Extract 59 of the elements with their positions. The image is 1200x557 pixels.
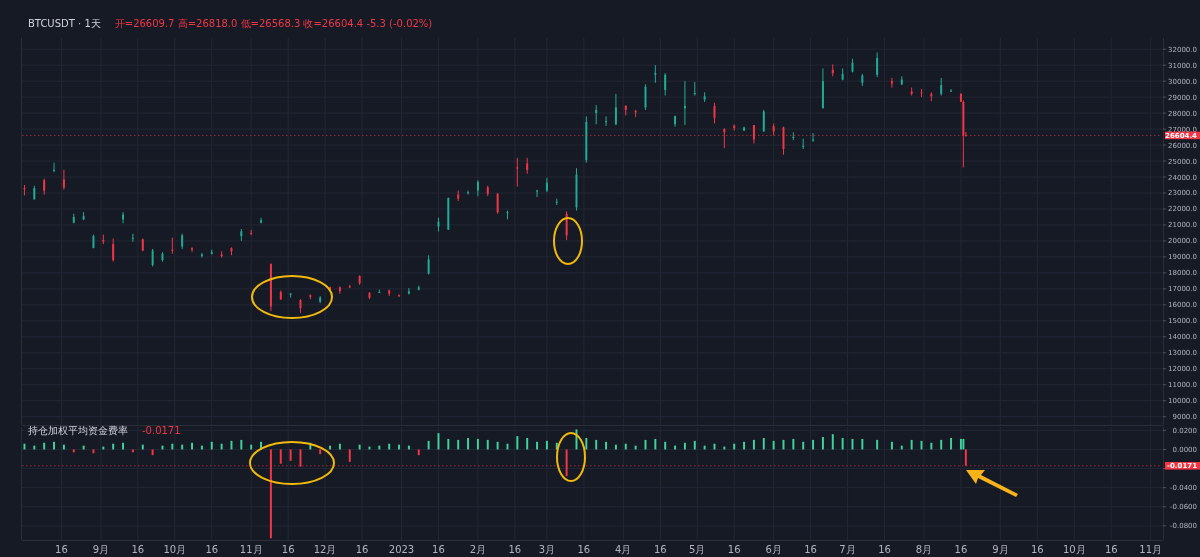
x-tick-label: 16 <box>131 544 145 555</box>
candlestick <box>614 93 617 126</box>
candlestick <box>802 138 805 150</box>
x-tick-label: 10月 <box>163 544 187 555</box>
x-tick-label: 7月 <box>839 544 856 555</box>
candlestick <box>752 124 755 144</box>
x-tick-label: 16 <box>281 544 295 555</box>
candlestick <box>644 83 647 111</box>
x-tick-label: 6月 <box>765 544 782 555</box>
candlestick <box>62 169 65 191</box>
x-tick-label: 16 <box>954 544 968 555</box>
candlestick <box>876 51 879 78</box>
x-tick-label: 10月 <box>1062 544 1086 555</box>
candlestick <box>812 132 815 143</box>
x-tick-label: 2月 <box>469 544 487 555</box>
candlestick <box>112 238 115 263</box>
candlestick <box>467 190 470 196</box>
x-tick-label: 3月 <box>538 544 556 555</box>
candlestick <box>516 157 519 188</box>
candlestick <box>131 233 134 243</box>
text: 开=26609.7 高=26818.0 低=26568.3 收=26604.4 -5.3 (-0.02%) <box>114 18 433 29</box>
candlestick <box>890 77 893 89</box>
candlestick <box>605 115 608 127</box>
candlestick <box>496 192 499 215</box>
x-tick-label: 16 <box>508 544 522 555</box>
x-tick-label: 16 <box>1104 544 1118 555</box>
x-tick-label: 2023 <box>388 544 415 555</box>
candlestick <box>723 127 726 149</box>
chart-title: 持仓加权平均资金费率 <box>28 425 128 436</box>
x-tick-label: 16 <box>878 544 891 555</box>
candlestick <box>664 72 667 97</box>
x-tick-label: 16 <box>432 544 445 555</box>
x-tick-label: 11月 <box>239 544 263 555</box>
x-tick-label: 16 <box>653 544 667 555</box>
candlestick <box>171 237 174 255</box>
candlestick <box>338 285 341 295</box>
candlestick <box>53 162 56 173</box>
candlestick <box>595 104 598 125</box>
x-tick-label: 11月 <box>1139 544 1163 555</box>
x-tick-label: 16 <box>804 544 817 555</box>
annotation: -0.0171 <box>142 425 181 436</box>
x-tick-label: 16 <box>55 544 68 555</box>
x-tick-label: 16 <box>205 544 219 555</box>
x-tick-label: 12月 <box>313 544 337 555</box>
x-tick-label: 5月 <box>689 544 706 555</box>
x-tick-label: 9月 <box>992 544 1009 555</box>
chart-title: BTCUSDT · 1天 <box>28 18 101 29</box>
candlestick <box>693 81 696 97</box>
x-tick-label: 9月 <box>92 544 110 555</box>
x-tick-label: 16 <box>1030 544 1044 555</box>
candlestick <box>536 189 539 198</box>
x-tick-label: 16 <box>577 544 591 555</box>
x-tick-label: 16 <box>355 544 369 555</box>
candlestick <box>407 287 410 295</box>
candlestick <box>23 184 26 196</box>
x-tick-label: 8月 <box>915 544 933 555</box>
candlestick <box>191 246 194 253</box>
x-tick-label: 16 <box>727 544 741 555</box>
x-tick-label: 4月 <box>615 544 632 555</box>
